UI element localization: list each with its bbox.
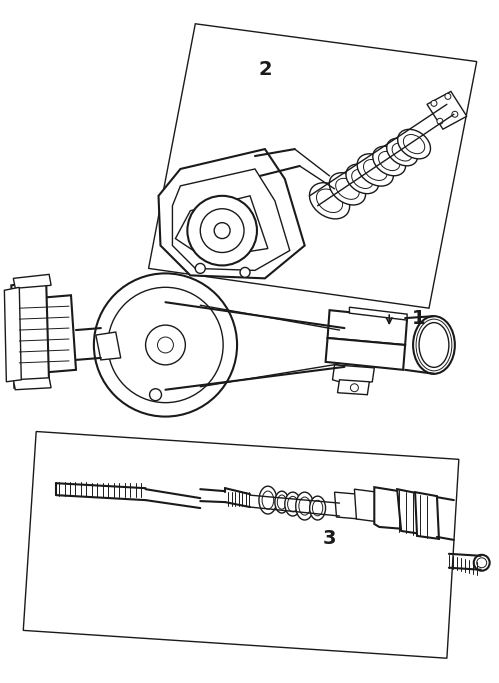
Circle shape (477, 558, 487, 568)
Polygon shape (11, 295, 76, 375)
Circle shape (437, 118, 443, 124)
Polygon shape (13, 378, 51, 390)
Text: 3: 3 (323, 529, 336, 548)
Circle shape (452, 111, 458, 117)
Ellipse shape (316, 189, 343, 212)
Ellipse shape (419, 322, 449, 367)
Ellipse shape (262, 491, 274, 509)
Ellipse shape (277, 495, 286, 510)
Circle shape (187, 196, 257, 266)
Ellipse shape (379, 152, 400, 171)
Polygon shape (13, 275, 51, 288)
Ellipse shape (296, 492, 314, 520)
Polygon shape (349, 307, 407, 320)
Text: 1: 1 (412, 309, 426, 328)
Ellipse shape (346, 164, 379, 194)
Ellipse shape (310, 496, 325, 520)
Circle shape (431, 100, 437, 107)
Ellipse shape (398, 129, 431, 159)
Polygon shape (176, 196, 268, 258)
Polygon shape (23, 432, 459, 658)
Ellipse shape (392, 143, 412, 161)
Polygon shape (337, 380, 369, 395)
Circle shape (146, 325, 185, 365)
Ellipse shape (413, 316, 455, 374)
Polygon shape (325, 338, 405, 370)
Ellipse shape (387, 138, 418, 166)
Polygon shape (11, 280, 49, 388)
Circle shape (214, 223, 230, 238)
Ellipse shape (329, 173, 366, 205)
Circle shape (108, 288, 223, 403)
Polygon shape (159, 149, 305, 279)
Circle shape (195, 264, 205, 273)
Polygon shape (4, 288, 21, 382)
Polygon shape (415, 492, 439, 539)
Ellipse shape (275, 491, 289, 513)
Circle shape (94, 273, 237, 417)
Polygon shape (397, 489, 421, 534)
Polygon shape (332, 365, 374, 385)
Polygon shape (327, 310, 407, 345)
Ellipse shape (352, 169, 373, 189)
Circle shape (200, 209, 244, 253)
Ellipse shape (336, 178, 359, 199)
Polygon shape (173, 169, 290, 270)
Circle shape (350, 384, 358, 392)
Ellipse shape (299, 497, 310, 515)
Circle shape (240, 268, 250, 277)
Ellipse shape (287, 497, 298, 512)
Circle shape (445, 94, 451, 99)
Circle shape (150, 389, 162, 401)
Polygon shape (354, 489, 379, 522)
Circle shape (158, 337, 174, 353)
Ellipse shape (259, 486, 277, 514)
Ellipse shape (363, 159, 387, 180)
Polygon shape (149, 24, 477, 308)
Circle shape (474, 555, 490, 571)
Polygon shape (427, 92, 467, 129)
Ellipse shape (373, 146, 406, 176)
Ellipse shape (309, 182, 350, 219)
Ellipse shape (312, 501, 323, 516)
Ellipse shape (285, 492, 301, 516)
Ellipse shape (403, 135, 425, 154)
Polygon shape (374, 487, 404, 529)
Text: 2: 2 (258, 60, 272, 79)
Ellipse shape (357, 154, 393, 186)
Polygon shape (334, 492, 359, 519)
Polygon shape (96, 332, 121, 360)
